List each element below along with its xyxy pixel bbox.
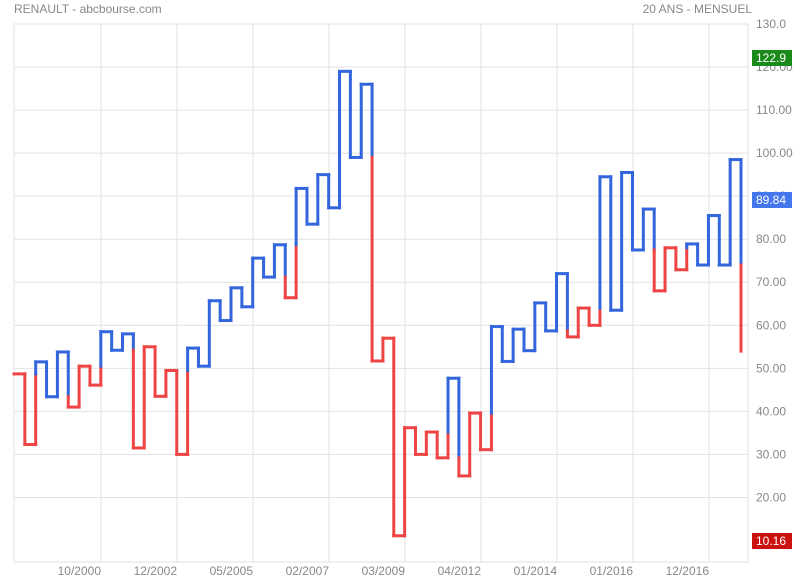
x-tick-label: 12/2002 <box>134 564 178 578</box>
x-tick-label: 01/2016 <box>590 564 634 578</box>
badge-low-label: 10.16 <box>756 534 786 548</box>
chart-period-label: 20 ANS - MENSUEL <box>642 2 752 16</box>
x-tick-label: 05/2005 <box>210 564 254 578</box>
chart-source-title: RENAULT - abcbourse.com <box>14 2 162 16</box>
y-tick-label: 110.00 <box>756 103 792 117</box>
x-tick-label: 03/2009 <box>362 564 406 578</box>
y-tick-label: 80.00 <box>756 232 786 246</box>
x-tick-label: 04/2012 <box>438 564 482 578</box>
x-tick-label: 01/2014 <box>514 564 558 578</box>
x-tick-label: 02/2007 <box>286 564 330 578</box>
y-tick-label: 70.00 <box>756 275 786 289</box>
y-tick-label: 40.00 <box>756 404 786 418</box>
x-axis: 10/2000 12/2002 05/2005 02/2007 03/2009 04/20… <box>58 564 710 578</box>
badge-last-bg <box>752 192 792 208</box>
y-tick-label: 130.0 <box>756 17 786 31</box>
kagi-line <box>12 69 743 538</box>
badge-high-label: 122.9 <box>756 51 786 65</box>
badge-low-bg <box>752 533 792 549</box>
badge-last-label: 89.84 <box>756 193 786 207</box>
x-tick-label: 12/2016 <box>666 564 710 578</box>
y-tick-label: 30.00 <box>756 447 786 461</box>
y-tick-label: 100.00 <box>756 146 793 160</box>
grid <box>13 23 749 563</box>
x-tick-label: 10/2000 <box>58 564 102 578</box>
y-tick-label: 20.00 <box>756 490 786 504</box>
badge-high-bg <box>752 50 792 66</box>
y-axis: 20.0030.0040.0050.0060.0070.0080.0090.00… <box>756 17 793 504</box>
y-tick-label: 50.00 <box>756 361 786 375</box>
plot-border <box>13 23 749 563</box>
y-tick-label: 60.00 <box>756 318 786 332</box>
price-badges: 122.9 89.84 10.16 <box>752 50 792 549</box>
